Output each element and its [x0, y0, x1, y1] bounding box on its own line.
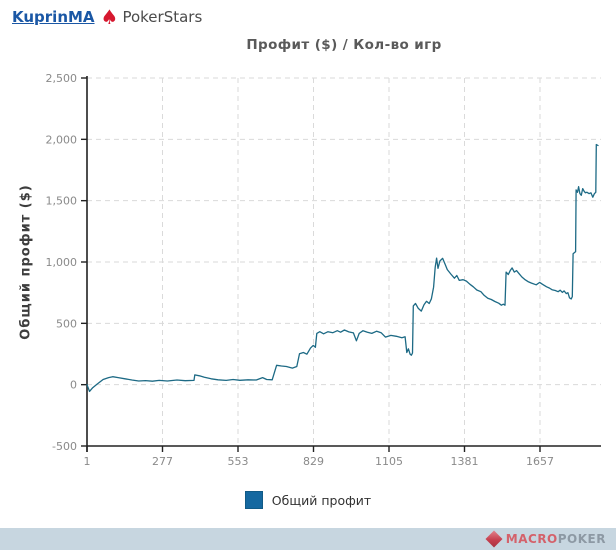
svg-text:2,500: 2,500: [46, 72, 78, 85]
legend: Общий профит: [0, 491, 616, 509]
footer-bar: MACRO POKER: [0, 528, 616, 550]
svg-text:-500: -500: [52, 440, 77, 453]
macropoker-diamond-icon: [485, 530, 503, 548]
svg-text:277: 277: [152, 455, 173, 468]
site-label: PokerStars: [122, 8, 203, 26]
svg-text:1,500: 1,500: [46, 195, 78, 208]
svg-text:553: 553: [227, 455, 248, 468]
svg-text:500: 500: [56, 317, 77, 330]
svg-text:1105: 1105: [375, 455, 403, 468]
svg-text:1381: 1381: [450, 455, 478, 468]
legend-label: Общий профит: [271, 492, 372, 508]
svg-text:829: 829: [303, 455, 324, 468]
svg-text:1657: 1657: [526, 455, 554, 468]
svg-text:0: 0: [70, 379, 77, 392]
legend-swatch[interactable]: [244, 491, 263, 509]
svg-text:1: 1: [84, 455, 91, 468]
macropoker-brand-poker: POKER: [557, 532, 606, 546]
svg-text:2,000: 2,000: [46, 133, 78, 146]
header: KuprinMA ♠ PokerStars: [12, 5, 203, 29]
chart-title: Профит ($) / Кол-во игр: [246, 37, 442, 53]
player-profile-link[interactable]: KuprinMA: [12, 8, 95, 26]
macropoker-brand-macro: MACRO: [505, 532, 558, 546]
svg-text:1,000: 1,000: [46, 256, 78, 269]
pokerstars-spade-icon: ♠: [100, 5, 119, 29]
